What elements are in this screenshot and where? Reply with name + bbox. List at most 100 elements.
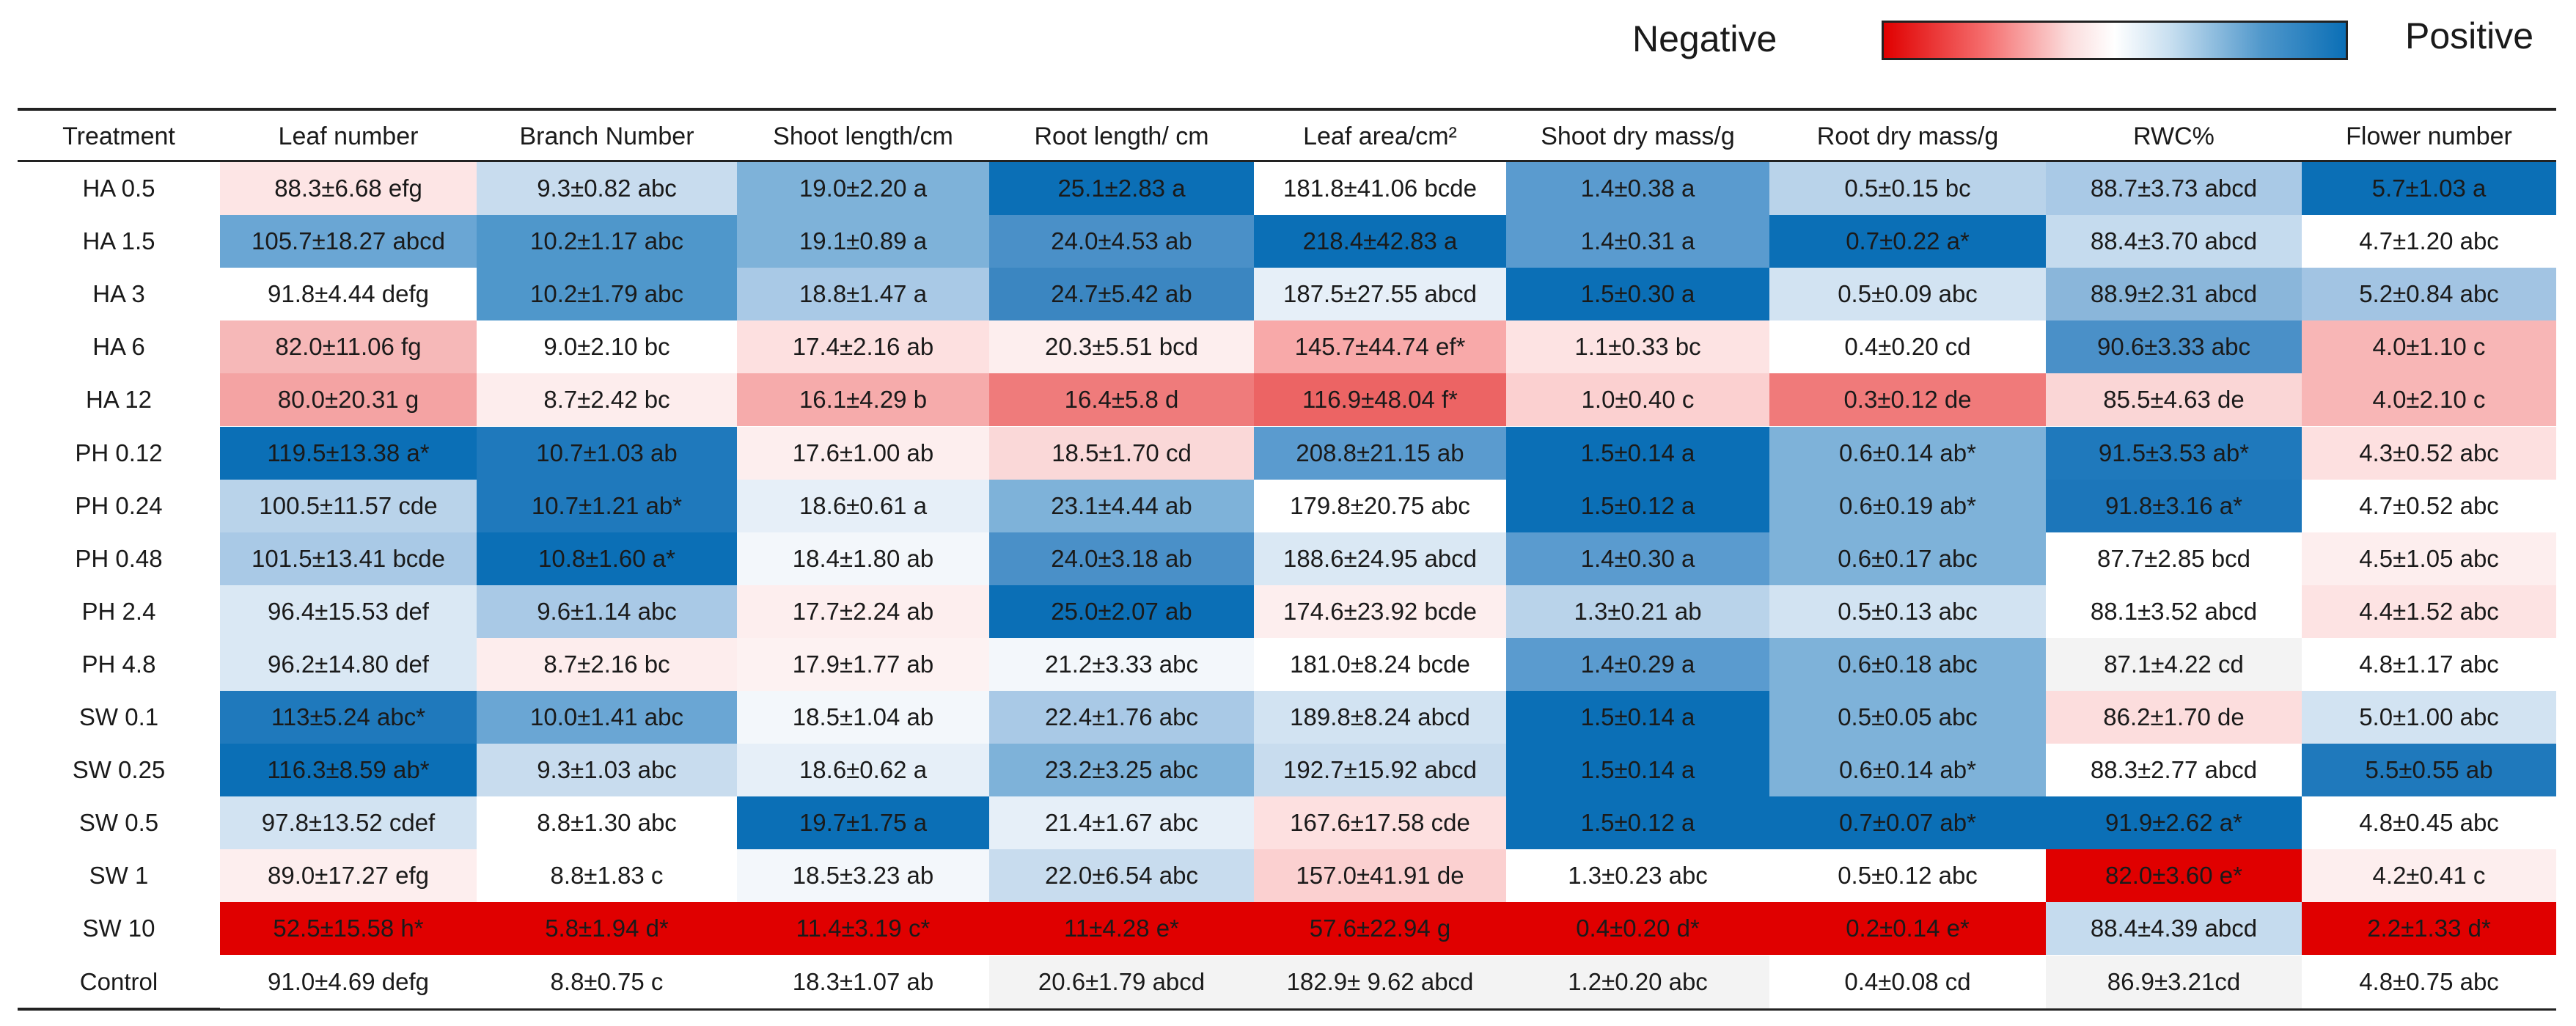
heatmap-cell: 9.3±0.82 abc — [477, 162, 737, 215]
table-row: HA 3 91.8±4.44 defg 10.2±1.79 abc 18.8±1.47… — [18, 268, 2556, 321]
heatmap-cell: 10.2±1.79 abc — [477, 268, 737, 321]
heatmap-cell: 91.9±2.62 a* — [2046, 796, 2302, 850]
column-header: Branch Number — [519, 122, 694, 150]
column-header: Shoot length/cm — [773, 122, 953, 150]
heatmap-cell: 10.7±1.21 ab* — [477, 479, 737, 532]
heatmap-cell: 4.7±1.20 abc — [2302, 215, 2556, 268]
heatmap-cell: 88.1±3.52 abcd — [2046, 585, 2302, 638]
heatmap-cell: 18.6±0.61 a — [737, 479, 989, 532]
heatmap-cell: 5.7±1.03 a — [2302, 162, 2556, 215]
treatment-label: HA 3 — [92, 280, 145, 308]
color-legend: Negative Positive — [0, 0, 2576, 88]
table-row: SW 0.5 97.8±13.52 cdef 8.8±1.30 abc 19.7±1.… — [18, 796, 2556, 850]
heatmap-cell: 8.7±2.42 bc — [477, 373, 737, 427]
heatmap-cell: 1.5±0.30 a — [1506, 268, 1769, 321]
heatmap-cell: 21.4±1.67 abc — [989, 796, 1254, 850]
treatment-label: SW 0.1 — [78, 703, 159, 730]
heatmap-cell: 96.2±14.80 def — [220, 637, 477, 691]
heatmap-cell: 88.7±3.73 abcd — [2046, 162, 2302, 215]
heatmap-cell: 18.5±3.23 ab — [737, 849, 989, 903]
heatmap-cell: 10.8±1.60 a* — [477, 532, 737, 585]
heatmap-cell: 19.0±2.20 a — [737, 162, 989, 215]
heatmap-cell: 187.5±27.55 abcd — [1254, 268, 1506, 321]
heatmap-cell: 87.1±4.22 cd — [2046, 637, 2302, 691]
heatmap-cell: 4.4±1.52 abc — [2302, 585, 2556, 638]
heatmap-cell: 80.0±20.31 g — [220, 373, 477, 427]
heatmap-cell: 4.3±0.52 abc — [2302, 426, 2556, 480]
heatmap-cell: 0.6±0.18 abc — [1769, 637, 2046, 691]
heatmap-cell: 1.4±0.38 a — [1506, 162, 1769, 215]
heatmap-cell: 86.9±3.21cd — [2046, 955, 2302, 1008]
heatmap-cell: 91.8±4.44 defg — [220, 268, 477, 321]
heatmap-cell: 101.5±13.41 bcde — [220, 532, 477, 585]
column-header: Leaf area/cm² — [1303, 122, 1457, 150]
heatmap-cell: 10.2±1.17 abc — [477, 215, 737, 268]
heatmap-cell: 23.2±3.25 abc — [989, 744, 1254, 797]
table-row: PH 0.12 119.5±13.38 a* 10.7±1.03 ab 17.6±1.… — [18, 426, 2556, 480]
heatmap-cell: 113±5.24 abc* — [220, 691, 477, 744]
heatmap-cell: 100.5±11.57 cde — [220, 479, 477, 532]
treatment-label: HA 12 — [86, 386, 152, 414]
heatmap-cell: 188.6±24.95 abcd — [1254, 532, 1506, 585]
heatmap-cell: 25.1±2.83 a — [989, 162, 1254, 215]
heatmap-cell: 0.5±0.15 bc — [1769, 162, 2046, 215]
heatmap-cell: 21.2±3.33 abc — [989, 637, 1254, 691]
heatmap-cell: 88.4±4.39 abcd — [2046, 902, 2302, 956]
heatmap-cell: 0.4±0.20 d* — [1506, 902, 1769, 956]
heatmap-cell: 91.5±3.53 ab* — [2046, 426, 2302, 480]
heatmap-cell: 1.5±0.12 a — [1506, 796, 1769, 850]
heatmap-cell: 18.6±0.62 a — [737, 744, 989, 797]
heatmap-cell: 87.7±2.85 bcd — [2046, 532, 2302, 585]
column-header: RWC% — [2133, 122, 2214, 150]
heatmap-cell: 88.4±3.70 abcd — [2046, 215, 2302, 268]
heatmap-cell: 1.1±0.33 bc — [1506, 320, 1769, 374]
heatmap-cell: 9.6±1.14 abc — [477, 585, 737, 638]
heatmap-cell: 82.0±11.06 fg — [220, 320, 477, 374]
treatment-label: PH 4.8 — [81, 650, 156, 678]
treatment-label: PH 2.4 — [81, 597, 156, 625]
column-header: Leaf number — [278, 122, 419, 150]
heatmap-cell: 22.4±1.76 abc — [989, 691, 1254, 744]
table-row: HA 0.5 88.3±6.68 efg 9.3±0.82 abc 19.0±2.20… — [18, 162, 2556, 215]
heatmap-cell: 0.7±0.07 ab* — [1769, 796, 2046, 850]
table-row: SW 0.1 113±5.24 abc* 10.0±1.41 abc 18.5±1.0… — [18, 691, 2556, 744]
heatmap-cell: 5.2±0.84 abc — [2302, 268, 2556, 321]
heatmap-cell: 11.4±3.19 c* — [737, 902, 989, 956]
table-header-row: Treatment Leaf number Branch Number Shoot l… — [18, 111, 2556, 164]
heatmap-cell: 18.3±1.07 ab — [737, 955, 989, 1008]
heatmap-cell: 0.7±0.22 a* — [1769, 215, 2046, 268]
heatmap-cell: 88.3±6.68 efg — [220, 162, 477, 215]
table-row: PH 0.48 101.5±13.41 bcde 10.8±1.60 a* 18.4±… — [18, 532, 2556, 585]
heatmap-cell: 1.5±0.14 a — [1506, 691, 1769, 744]
column-header: Treatment — [62, 122, 175, 150]
heatmap-cell: 10.7±1.03 ab — [477, 426, 737, 480]
heatmap-cell: 157.0±41.91 de — [1254, 849, 1506, 903]
treatment-label: SW 10 — [82, 915, 155, 942]
legend-positive-label: Positive — [2405, 15, 2534, 56]
heatmap-cell: 18.8±1.47 a — [737, 268, 989, 321]
legend-negative-label: Negative — [1632, 18, 1777, 59]
heatmap-cell: 5.8±1.94 d* — [477, 902, 737, 956]
heatmap-cell: 82.0±3.60 e* — [2046, 849, 2302, 903]
heatmap-cell: 97.8±13.52 cdef — [220, 796, 477, 850]
heatmap-cell: 88.9±2.31 abcd — [2046, 268, 2302, 321]
heatmap-cell: 23.1±4.44 ab — [989, 479, 1254, 532]
heatmap-cell: 91.0±4.69 defg — [220, 955, 477, 1008]
heatmap-cell: 9.3±1.03 abc — [477, 744, 737, 797]
treatment-label: HA 6 — [92, 333, 145, 361]
heatmap-cell: 218.4±42.83 a — [1254, 215, 1506, 268]
table-row: HA 6 82.0±11.06 fg 9.0±2.10 bc 17.4±2.16 ab… — [18, 320, 2556, 374]
heatmap-cell: 0.4±0.08 cd — [1769, 955, 2046, 1008]
heatmap-cell: 9.0±2.10 bc — [477, 320, 737, 374]
heatmap-cell: 8.8±0.75 c — [477, 955, 737, 1008]
heatmap-cell: 119.5±13.38 a* — [220, 426, 477, 480]
treatment-label: HA 0.5 — [82, 175, 155, 202]
table-row: SW 1 89.0±17.27 efg 8.8±1.83 c 18.5±3.23 ab… — [18, 849, 2556, 903]
heatmap-cell: 1.4±0.31 a — [1506, 215, 1769, 268]
heatmap-cell: 52.5±15.58 h* — [220, 902, 477, 956]
treatment-label: PH 0.48 — [75, 544, 163, 572]
heatmap-cell: 88.3±2.77 abcd — [2046, 744, 2302, 797]
heatmap-cell: 10.0±1.41 abc — [477, 691, 737, 744]
heatmap-cell: 8.8±1.30 abc — [477, 796, 737, 850]
heatmap-cell: 2.2±1.33 d* — [2302, 902, 2556, 956]
